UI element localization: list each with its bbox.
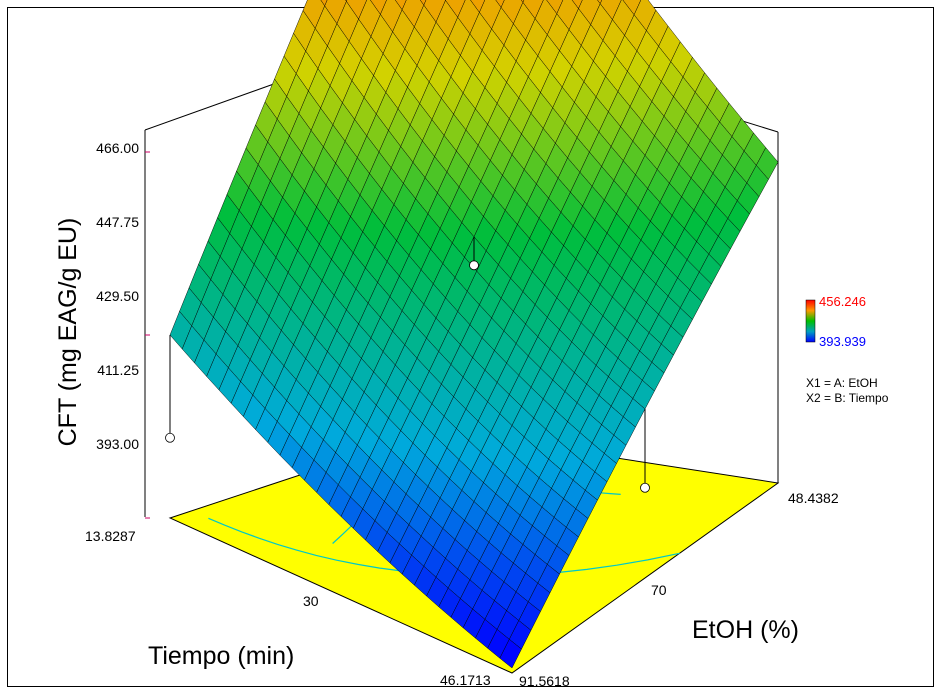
x-tick-label: 46.1713 (440, 672, 491, 688)
z-tick-label: 411.25 (97, 362, 139, 378)
y-tick-label: 70 (651, 582, 667, 598)
x-tick-label: 13.8287 (85, 528, 136, 544)
factor-legend-x2: X2 = B: Tiempo (806, 391, 889, 405)
y-tick-label: 91.5618 (519, 673, 570, 689)
response-surface (170, 0, 778, 668)
color-scale-max: 456.246 (819, 294, 866, 309)
color-scale-min: 393.939 (819, 334, 866, 349)
factor-legend-x1: X1 = A: EtOH (806, 376, 878, 390)
y-axis-label: EtOH (%) (692, 616, 799, 644)
design-point (166, 433, 175, 442)
x-axis-label: Tiempo (min) (148, 642, 294, 670)
z-tick-label: 393.00 (96, 436, 139, 452)
design-point (641, 483, 650, 492)
color-scale-bar (806, 300, 815, 342)
z-axis (145, 0, 150, 518)
z-tick-label: 447.75 (96, 214, 139, 230)
z-tick-label: 466.00 (96, 140, 139, 156)
design-point (470, 261, 479, 270)
z-axis-label: CFT (mg EAG/g EU) (54, 218, 82, 447)
x-tick-label: 30 (303, 593, 319, 609)
y-tick-label: 48.4382 (788, 490, 839, 506)
z-tick-label: 429.50 (96, 288, 139, 304)
